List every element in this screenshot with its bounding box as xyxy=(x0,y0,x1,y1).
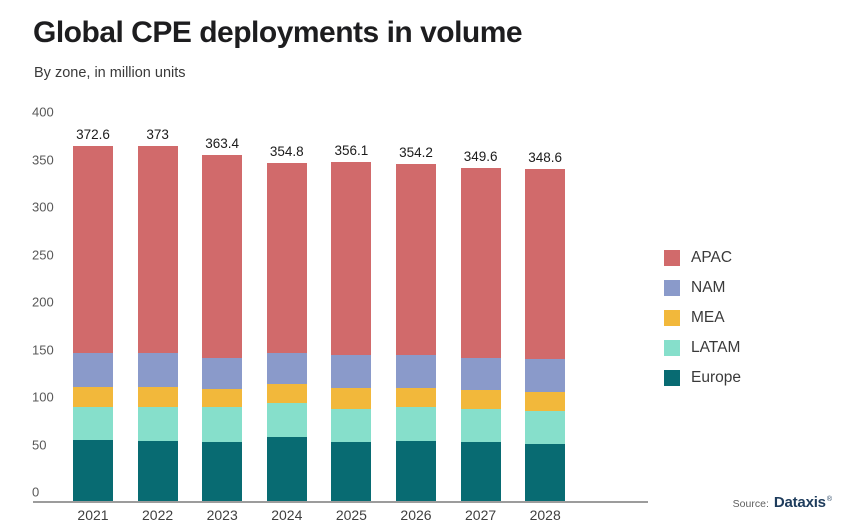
bar-segment-europe xyxy=(202,441,243,501)
bar-segment-mea xyxy=(202,388,243,407)
x-axis-category-label: 2027 xyxy=(465,507,497,523)
y-axis-tick-label: 400 xyxy=(32,104,54,120)
bar-segment-apac xyxy=(202,155,243,359)
legend-label: LATAM xyxy=(691,339,741,356)
legend-label: Europe xyxy=(691,369,741,386)
legend-swatch-icon xyxy=(664,370,680,386)
bar-segment-europe xyxy=(331,441,372,501)
legend-label: MEA xyxy=(691,309,725,326)
y-axis-tick-label: 150 xyxy=(32,342,54,357)
page-title: Global CPE deployments in volume xyxy=(33,16,523,49)
bar-total-label: 349.6 xyxy=(463,149,498,165)
legend-item-latam: LATAM xyxy=(664,339,741,357)
bar-segment-latam xyxy=(460,408,501,442)
bar-segment-nam xyxy=(331,355,372,388)
x-axis-category-label: 2023 xyxy=(206,507,238,523)
legend: APAC NAM MEA LATAM Europe xyxy=(664,249,741,387)
x-axis-category-label: 2026 xyxy=(400,507,432,523)
bar-segment-latam xyxy=(525,410,566,444)
bar-segment-apac xyxy=(331,162,372,356)
legend-item-nam: NAM xyxy=(664,279,741,297)
bar-segment-mea xyxy=(137,386,178,407)
bar-segment-europe xyxy=(525,443,566,501)
bar-segment-mea xyxy=(525,391,566,411)
y-axis-tick-label: 250 xyxy=(32,247,54,262)
legend-swatch-icon xyxy=(664,340,680,356)
bar-segment-europe xyxy=(460,441,501,501)
x-axis-category-label: 2021 xyxy=(77,507,109,523)
x-axis-category-label: 2025 xyxy=(335,507,367,523)
bar-total-label: 373 xyxy=(146,126,169,142)
legend-item-apac: APAC xyxy=(664,249,741,267)
bar-total-label: 354.8 xyxy=(269,144,304,160)
y-axis-tick-label: 50 xyxy=(32,437,47,452)
source-brand: Dataxis xyxy=(773,494,826,511)
x-axis-category-label: 2024 xyxy=(271,507,303,523)
bar-segment-europe xyxy=(266,437,307,501)
bar-segment-nam xyxy=(202,358,243,389)
bar-segment-latam xyxy=(73,406,113,441)
bar-total-label: 363.4 xyxy=(205,136,240,152)
bar-segment-europe xyxy=(73,440,113,501)
page-subtitle: By zone, in million units xyxy=(34,65,186,81)
bar-segment-nam xyxy=(525,359,566,392)
y-axis-tick-label: 200 xyxy=(32,294,54,310)
bar-segment-nam xyxy=(266,353,307,384)
y-axis-tick-label: 100 xyxy=(32,389,54,405)
bar-segment-nam xyxy=(396,355,436,388)
legend-item-mea: MEA xyxy=(664,309,741,327)
x-axis-category-label: 2022 xyxy=(142,507,174,523)
bar-segment-apac xyxy=(525,169,566,360)
bar-segment-apac xyxy=(137,145,178,354)
bar-segment-mea xyxy=(331,387,372,409)
source-trademark: ® xyxy=(826,496,832,503)
bar-segment-apac xyxy=(73,146,113,354)
legend-swatch-icon xyxy=(664,250,680,266)
y-axis-tick-label: 0 xyxy=(32,484,40,500)
legend-item-europe: Europe xyxy=(664,369,741,387)
legend-label: NAM xyxy=(691,279,726,296)
bar-segment-nam xyxy=(137,353,178,387)
bar-segment-nam xyxy=(460,358,501,390)
bar-segment-mea xyxy=(266,383,307,403)
bar-segment-mea xyxy=(460,389,501,409)
bar-segment-mea xyxy=(73,386,113,407)
x-axis-category-label: 2028 xyxy=(529,507,561,523)
x-axis-line xyxy=(33,501,648,503)
bar-segment-latam xyxy=(331,408,372,442)
bar-segment-europe xyxy=(396,441,436,501)
bar-total-label: 372.6 xyxy=(76,127,110,143)
bar-total-label: 348.6 xyxy=(528,150,563,166)
bar-segment-europe xyxy=(137,441,178,501)
y-axis-tick-label: 300 xyxy=(32,199,54,215)
bar-total-label: 356.1 xyxy=(334,143,369,159)
bar-segment-latam xyxy=(266,402,307,438)
bar-total-label: 354.2 xyxy=(399,144,433,160)
bar-segment-apac xyxy=(460,168,501,359)
bar-segment-nam xyxy=(73,353,113,387)
y-axis-tick-label: 350 xyxy=(32,152,54,167)
bar-segment-apac xyxy=(266,163,307,354)
bar-segment-apac xyxy=(396,163,436,356)
bar-segment-latam xyxy=(396,406,436,442)
source-label: Source: xyxy=(732,498,769,510)
legend-swatch-icon xyxy=(664,280,680,296)
bar-segment-mea xyxy=(396,387,436,407)
legend-label: APAC xyxy=(691,249,733,266)
bar-segment-latam xyxy=(202,406,243,442)
bar-segment-latam xyxy=(137,406,178,442)
source-credit: Source: Dataxis ® xyxy=(733,494,836,511)
legend-swatch-icon xyxy=(664,310,680,326)
